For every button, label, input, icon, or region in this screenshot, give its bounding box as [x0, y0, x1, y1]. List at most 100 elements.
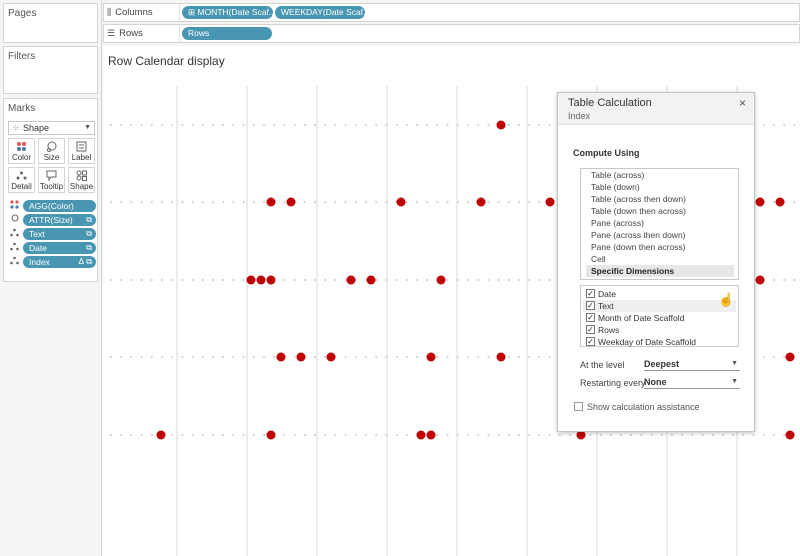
label-button[interactable]: Label: [68, 138, 95, 164]
color-button-label: Color: [11, 153, 32, 162]
empty-mark: [191, 201, 194, 203]
calendar-mark: [326, 352, 336, 362]
empty-mark: [222, 279, 225, 281]
restarting-every-select[interactable]: None ▼: [644, 376, 740, 389]
empty-mark: [140, 434, 143, 436]
empty-mark: [201, 124, 204, 126]
marks-pill-text[interactable]: Text ⧉: [10, 228, 96, 240]
checkbox[interactable]: [574, 402, 583, 411]
pages-title: Pages: [8, 8, 37, 19]
field-type-icon: ⧉: [86, 215, 92, 224]
shape-button[interactable]: Shape: [68, 167, 95, 193]
dimension-row[interactable]: ✓ Weekday of Date Scaffold: [583, 336, 736, 348]
empty-mark: [283, 201, 286, 203]
pill-index[interactable]: Index Δ ⧉: [23, 256, 96, 268]
option-specific-dimensions[interactable]: Specific Dimensions: [586, 265, 734, 277]
empty-mark: [456, 434, 459, 436]
rows-shelf[interactable]: ☰ Rows Rows: [103, 24, 800, 43]
empty-mark: [161, 279, 163, 281]
field-type-icon: ⧉: [86, 243, 92, 252]
empty-mark: [263, 434, 265, 436]
marks-pill-index[interactable]: Index Δ ⧉: [10, 256, 96, 268]
empty-mark: [242, 279, 245, 281]
option-table-across-then-down[interactable]: Table (across then down): [591, 194, 686, 204]
checkbox[interactable]: ✓: [586, 289, 595, 298]
detail-button[interactable]: Detail: [8, 167, 35, 193]
marks-pill-date[interactable]: Date ⧉: [10, 242, 96, 254]
empty-mark: [252, 434, 255, 436]
empty-mark: [548, 434, 551, 436]
hand-cursor-icon: ☝: [718, 292, 735, 307]
empty-mark: [783, 356, 786, 358]
empty-mark: [303, 124, 306, 126]
color-button[interactable]: Color: [8, 138, 35, 164]
show-calculation-assistance[interactable]: Show calculation assistance: [574, 402, 700, 414]
dimension-row[interactable]: ✓ Date: [583, 288, 736, 300]
marks-pill-size[interactable]: ATTR(Size) ⧉: [10, 214, 96, 226]
empty-mark: [691, 434, 694, 436]
empty-mark: [171, 356, 174, 358]
empty-mark: [446, 356, 449, 358]
pages-card[interactable]: Pages: [3, 3, 98, 43]
empty-mark: [436, 201, 439, 203]
pill-date[interactable]: Date ⧉: [23, 242, 96, 254]
option-pane-across-then-down[interactable]: Pane (across then down): [591, 230, 686, 240]
mark-type-dropdown[interactable]: ⁘ Shape ▼: [8, 121, 95, 135]
empty-mark: [191, 356, 194, 358]
empty-mark: [120, 434, 123, 436]
calendar-mark: [246, 275, 256, 285]
empty-mark: [130, 124, 133, 126]
calendar-mark: [496, 120, 506, 130]
close-icon[interactable]: ×: [738, 96, 746, 110]
empty-mark: [354, 124, 357, 126]
empty-mark: [365, 356, 367, 358]
option-pane-across[interactable]: Pane (across): [591, 218, 644, 228]
empty-mark: [130, 434, 133, 436]
calendar-mark: [266, 275, 276, 285]
checkbox[interactable]: ✓: [586, 337, 595, 346]
dimension-label: Date: [598, 289, 616, 299]
compute-using-list[interactable]: Table (across) Table (down) Table (acros…: [580, 168, 739, 280]
empty-mark: [334, 201, 337, 203]
empty-mark: [273, 356, 276, 358]
dimension-row[interactable]: ✓ Month of Date Scaffold: [583, 312, 736, 324]
marks-pill-color[interactable]: AGG(Color): [10, 200, 96, 212]
row-pill-rows[interactable]: Rows: [182, 27, 272, 40]
column-pill-month[interactable]: ⊞ MONTH(Date Scaf..: [182, 6, 273, 19]
option-table-down-then-across[interactable]: Table (down then across): [591, 206, 686, 216]
detail-icon: [10, 256, 20, 269]
empty-mark: [446, 124, 449, 126]
pill-text[interactable]: Text ⧉: [23, 228, 96, 240]
option-pane-down-then-across[interactable]: Pane (down then across): [591, 242, 686, 252]
at-level-select[interactable]: Deepest ▼: [644, 358, 740, 371]
empty-mark: [150, 201, 153, 203]
option-table-across[interactable]: Table (across): [591, 170, 645, 180]
empty-mark: [181, 356, 184, 358]
checkbox[interactable]: ✓: [586, 301, 595, 310]
specific-dimensions-list: ✓ Date ✓ Text ✓ Month of Date Scaffold ✓ Row…: [580, 285, 739, 347]
empty-mark: [314, 279, 316, 281]
empty-mark: [405, 279, 408, 281]
empty-mark: [793, 124, 796, 126]
pill-attr-size[interactable]: ATTR(Size) ⧉: [23, 214, 96, 226]
empty-mark: [701, 434, 704, 436]
pill-agg-color[interactable]: AGG(Color): [23, 200, 96, 212]
tooltip-button[interactable]: Tooltip: [38, 167, 65, 193]
dimension-row[interactable]: ✓ Rows: [583, 324, 736, 336]
checkbox[interactable]: ✓: [586, 313, 595, 322]
option-cell[interactable]: Cell: [591, 254, 606, 264]
empty-mark: [456, 201, 459, 203]
option-table-down[interactable]: Table (down): [591, 182, 640, 192]
column-pill-weekday[interactable]: WEEKDAY(Date Scaf..: [275, 6, 365, 19]
empty-mark: [416, 124, 418, 126]
size-button[interactable]: Size: [38, 138, 65, 164]
dimension-row[interactable]: ✓ Text: [583, 300, 736, 312]
columns-shelf[interactable]: ⫼ Columns ⊞ MONTH(Date Scaf.. WEEKDAY(Dat…: [103, 3, 800, 22]
empty-mark: [201, 201, 204, 203]
rows-icon: ☰: [107, 28, 116, 38]
filters-card[interactable]: Filters: [3, 46, 98, 94]
empty-mark: [201, 279, 204, 281]
empty-mark: [640, 434, 643, 436]
checkbox[interactable]: ✓: [586, 325, 595, 334]
empty-mark: [783, 124, 786, 126]
